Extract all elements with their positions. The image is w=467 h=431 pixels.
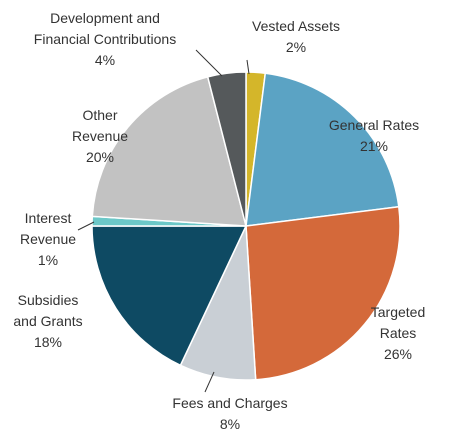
value-label: 1%	[37, 252, 59, 268]
value-label: 4%	[94, 52, 116, 68]
pie-slice	[206, 71, 247, 227]
pie-slice	[91, 225, 248, 367]
category-label: Vested Assets	[252, 18, 340, 34]
slice-label: Subsidies and Grants 18%	[13, 290, 82, 353]
leader-line	[246, 59, 250, 75]
category-label: Targeted Rates	[370, 304, 426, 341]
category-label: Other Revenue	[71, 107, 129, 144]
category-label: General Rates	[328, 117, 420, 133]
leader-lines	[77, 49, 250, 393]
value-label: 18%	[33, 334, 63, 350]
value-label: 2%	[285, 39, 307, 55]
slice-label: Targeted Rates 26%	[364, 302, 433, 365]
value-label: 8%	[219, 416, 241, 431]
leader-line	[204, 371, 215, 393]
slice-label: Other Revenue 20%	[72, 105, 128, 168]
value-label: 21%	[359, 138, 389, 154]
category-label: Subsidies and Grants	[13, 292, 83, 329]
slice-label: Vested Assets 2%	[252, 16, 340, 58]
value-label: 26%	[383, 346, 413, 362]
value-label: 20%	[85, 149, 115, 165]
leader-line	[195, 49, 223, 77]
category-label: Interest Revenue	[19, 210, 77, 247]
slices	[91, 71, 401, 381]
pie-slice	[91, 75, 247, 227]
slice-label: Development and Financial Contributions 4…	[34, 8, 176, 71]
category-label: Development and Financial Contributions	[33, 10, 177, 47]
pie-slice	[245, 72, 400, 227]
slice-label: General Rates 21%	[329, 115, 419, 157]
category-label: Fees and Charges	[172, 395, 288, 411]
slice-label: Fees and Charges 8%	[172, 393, 287, 431]
slice-label: Interest Revenue 1%	[20, 208, 76, 271]
leader-line	[77, 221, 95, 231]
pie-slice	[245, 205, 401, 381]
